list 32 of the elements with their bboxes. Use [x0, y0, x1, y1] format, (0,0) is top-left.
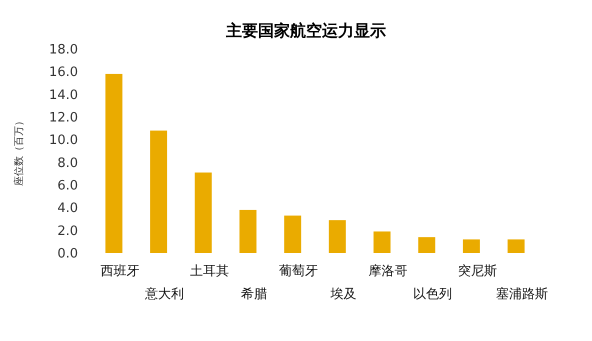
x-tick-label: 葡萄牙 — [279, 264, 318, 279]
y-tick-label: 12.0 — [49, 110, 78, 126]
bar — [462, 239, 480, 253]
chart-title: 主要国家航空运力显示 — [225, 21, 386, 40]
y-tick-label: 6.0 — [57, 178, 78, 194]
bar — [105, 74, 122, 253]
bar — [284, 216, 302, 253]
x-tick-label: 土耳其 — [190, 264, 229, 279]
y-tick-label: 2.0 — [57, 224, 78, 239]
x-tick-label: 西班牙 — [100, 264, 140, 279]
y-tick-label: 0.0 — [57, 246, 78, 262]
x-tick-label: 埃及 — [329, 287, 356, 302]
x-tick-label: 希腊 — [240, 287, 267, 302]
y-tick-label: 18.0 — [49, 42, 78, 58]
y-tick-label: 14.0 — [49, 88, 78, 103]
bar — [418, 237, 436, 253]
y-tick-label: 16.0 — [49, 65, 78, 80]
x-tick-label: 突尼斯 — [458, 264, 497, 279]
y-tick-label: 8.0 — [57, 156, 78, 171]
x-tick-label: 塞浦路斯 — [496, 286, 548, 302]
y-tick-label: 10.0 — [49, 133, 78, 148]
x-tick-label: 意大利 — [144, 287, 184, 302]
bar — [239, 210, 256, 253]
x-tick-label: 摩洛哥 — [368, 264, 408, 279]
bar — [508, 239, 525, 253]
y-tick-label: 4.0 — [57, 201, 78, 216]
bar — [328, 220, 346, 253]
bar — [194, 172, 212, 253]
bar — [150, 130, 168, 253]
x-tick-label: 以色列 — [413, 287, 452, 302]
bar — [374, 231, 391, 253]
y-axis-title: 座位数（百万） — [13, 116, 25, 186]
